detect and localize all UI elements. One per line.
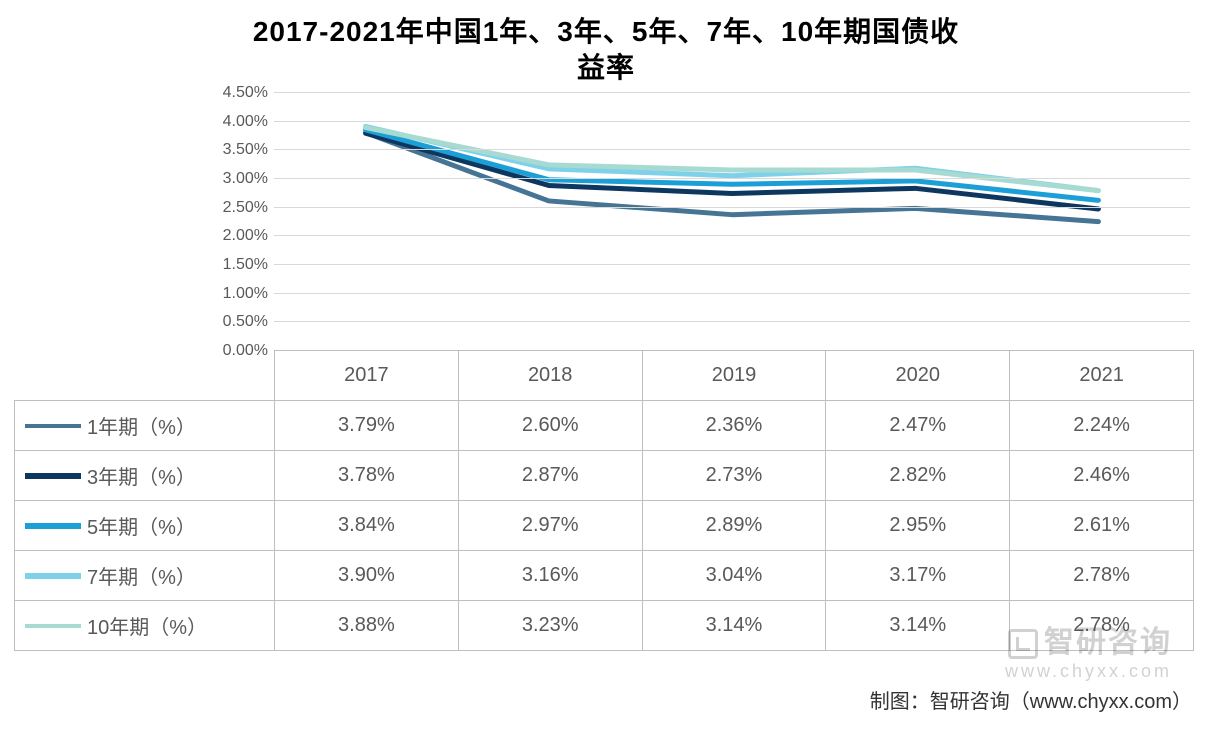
- legend-swatch-icon: [25, 624, 81, 628]
- data-cell: 3.78%: [275, 451, 459, 501]
- chart-area: 0.00%0.50%1.00%1.50%2.00%2.50%3.00%3.50%…: [200, 92, 1190, 350]
- line-series-svg: [274, 92, 1190, 350]
- y-tick-label: 1.50%: [200, 256, 268, 274]
- legend-cell: 5年期（%）: [15, 501, 275, 551]
- grid-line: [274, 92, 1190, 93]
- legend-label: 7年期（%）: [87, 567, 196, 589]
- legend-cell: 10年期（%）: [15, 601, 275, 651]
- data-cell: 2.87%: [458, 451, 642, 501]
- y-tick-label: 1.00%: [200, 285, 268, 303]
- data-cell: 3.14%: [826, 601, 1010, 651]
- table-body: 20172018201920202021 1年期（%） 3.79%2.60%2.36…: [15, 351, 1194, 651]
- legend-label: 10年期（%）: [87, 617, 207, 639]
- data-cell: 2.95%: [826, 501, 1010, 551]
- year-header-cell: 2020: [826, 351, 1010, 401]
- table-row: 3年期（%） 3.78%2.87%2.73%2.82%2.46%: [15, 451, 1194, 501]
- watermark-sub: www.chyxx.com: [1005, 661, 1172, 682]
- data-cell: 2.73%: [642, 451, 826, 501]
- year-header-cell: 2021: [1010, 351, 1194, 401]
- data-cell: 2.82%: [826, 451, 1010, 501]
- caption: 制图：智研咨询（www.chyxx.com）: [870, 685, 1192, 714]
- y-tick-label: 2.00%: [200, 227, 268, 245]
- data-cell: 2.61%: [1010, 501, 1194, 551]
- legend-label: 1年期（%）: [87, 417, 196, 439]
- y-tick-label: 3.50%: [200, 141, 268, 159]
- legend-label: 5年期（%）: [87, 517, 196, 539]
- grid-line: [274, 321, 1190, 322]
- legend-cell: 3年期（%）: [15, 451, 275, 501]
- data-cell: 2.47%: [826, 401, 1010, 451]
- data-cell: 2.89%: [642, 501, 826, 551]
- legend-swatch-icon: [25, 523, 81, 529]
- grid-line: [274, 235, 1190, 236]
- data-cell: 3.84%: [275, 501, 459, 551]
- table-row: 10年期（%）3.88%3.23%3.14%3.14%2.78%: [15, 601, 1194, 651]
- legend-swatch-icon: [25, 573, 81, 579]
- year-header-cell: 2017: [275, 351, 459, 401]
- legend-cell: 1年期（%）: [15, 401, 275, 451]
- data-cell: 2.60%: [458, 401, 642, 451]
- legend-swatch-icon: [25, 424, 81, 428]
- data-cell: 2.24%: [1010, 401, 1194, 451]
- legend-label: 3年期（%）: [87, 467, 196, 489]
- chart-title: 2017-2021年中国1年、3年、5年、7年、10年期国债收 益率: [0, 0, 1212, 87]
- legend-header-cell: [15, 351, 275, 401]
- table-row: 1年期（%） 3.79%2.60%2.36%2.47%2.24%: [15, 401, 1194, 451]
- grid-line: [274, 178, 1190, 179]
- grid-line: [274, 149, 1190, 150]
- title-line-1: 2017-2021年中国1年、3年、5年、7年、10年期国债收: [0, 14, 1212, 50]
- year-header-cell: 2019: [642, 351, 826, 401]
- data-table: 20172018201920202021 1年期（%） 3.79%2.60%2.36…: [14, 350, 1194, 651]
- year-header-cell: 2018: [458, 351, 642, 401]
- y-tick-label: 2.50%: [200, 199, 268, 217]
- data-cell: 3.04%: [642, 551, 826, 601]
- table-row: 7年期（%） 3.90%3.16%3.04%3.17%2.78%: [15, 551, 1194, 601]
- data-table-wrap: 20172018201920202021 1年期（%） 3.79%2.60%2.36…: [14, 350, 1194, 651]
- title-line-2: 益率: [0, 50, 1212, 86]
- y-tick-label: 4.00%: [200, 113, 268, 131]
- y-axis: 0.00%0.50%1.00%1.50%2.00%2.50%3.00%3.50%…: [200, 84, 268, 356]
- grid-line: [274, 264, 1190, 265]
- grid-line: [274, 293, 1190, 294]
- data-cell: 2.78%: [1010, 551, 1194, 601]
- data-cell: 2.78%: [1010, 601, 1194, 651]
- y-tick-label: 3.00%: [200, 170, 268, 188]
- data-cell: 2.97%: [458, 501, 642, 551]
- plot-area: [274, 92, 1190, 350]
- chart-container: { "title": { "line1": "2017-2021年中国1年、3年…: [0, 0, 1212, 732]
- data-cell: 2.46%: [1010, 451, 1194, 501]
- data-cell: 3.17%: [826, 551, 1010, 601]
- legend-swatch-icon: [25, 473, 81, 479]
- table-row: 5年期（%） 3.84%2.97%2.89%2.95%2.61%: [15, 501, 1194, 551]
- data-cell: 3.79%: [275, 401, 459, 451]
- data-cell: 3.14%: [642, 601, 826, 651]
- data-cell: 2.36%: [642, 401, 826, 451]
- data-cell: 3.88%: [275, 601, 459, 651]
- y-tick-label: 0.50%: [200, 313, 268, 331]
- table-header-row: 20172018201920202021: [15, 351, 1194, 401]
- data-cell: 3.23%: [458, 601, 642, 651]
- grid-line: [274, 207, 1190, 208]
- legend-cell: 7年期（%）: [15, 551, 275, 601]
- grid-line: [274, 121, 1190, 122]
- data-cell: 3.90%: [275, 551, 459, 601]
- y-tick-label: 4.50%: [200, 84, 268, 102]
- data-cell: 3.16%: [458, 551, 642, 601]
